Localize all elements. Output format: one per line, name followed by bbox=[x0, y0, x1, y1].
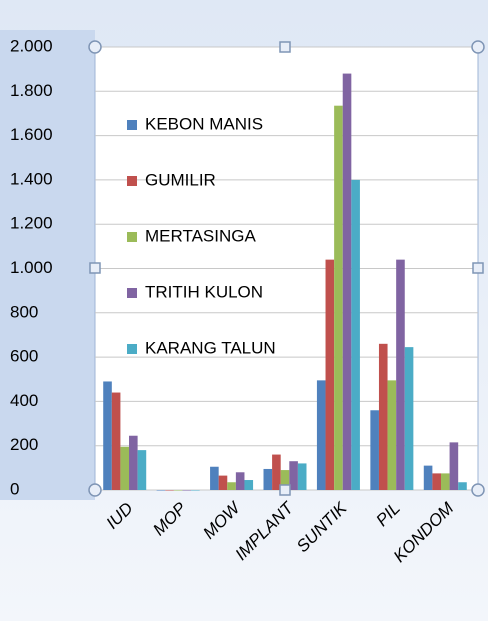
legend-swatch bbox=[127, 176, 137, 186]
axis-panel bbox=[0, 30, 95, 500]
bar bbox=[165, 490, 174, 491]
legend-label: TRITIH KULON bbox=[145, 282, 263, 301]
bar bbox=[120, 446, 130, 490]
bar bbox=[316, 380, 326, 490]
legend-label: KARANG TALUN bbox=[145, 338, 276, 357]
handle[interactable] bbox=[279, 41, 291, 53]
handle[interactable] bbox=[471, 483, 485, 497]
bar bbox=[334, 105, 343, 490]
y-tick-label: 2.000 bbox=[10, 36, 53, 55]
y-tick-label: 1.800 bbox=[10, 81, 53, 100]
legend-swatch bbox=[127, 288, 137, 298]
bar bbox=[235, 472, 245, 490]
bar bbox=[182, 490, 192, 491]
bar bbox=[173, 490, 183, 491]
bar bbox=[440, 473, 450, 490]
bar bbox=[263, 468, 273, 490]
bar bbox=[432, 473, 441, 490]
y-tick-label: 200 bbox=[10, 435, 38, 454]
bar bbox=[210, 466, 219, 490]
legend-label: KEBON MANIS bbox=[145, 114, 263, 133]
y-tick-label: 400 bbox=[10, 391, 38, 410]
legend-label: MERTASINGA bbox=[145, 226, 256, 245]
bar bbox=[423, 465, 433, 490]
legend-swatch bbox=[127, 232, 137, 242]
bar bbox=[156, 490, 166, 491]
y-tick-label: 1.600 bbox=[10, 125, 53, 144]
y-tick-label: 800 bbox=[10, 302, 38, 321]
bar bbox=[227, 482, 236, 490]
bar bbox=[342, 73, 352, 490]
handle[interactable] bbox=[88, 40, 102, 54]
handle[interactable] bbox=[279, 484, 291, 496]
legend-swatch bbox=[127, 120, 137, 130]
bar bbox=[404, 347, 414, 490]
y-tick-label: 1.200 bbox=[10, 214, 53, 233]
bar bbox=[396, 259, 405, 490]
bar bbox=[458, 482, 467, 490]
bar bbox=[191, 490, 200, 491]
bar bbox=[137, 450, 147, 490]
handle[interactable] bbox=[89, 262, 101, 274]
y-tick-label: 1.400 bbox=[10, 169, 53, 188]
bar bbox=[111, 392, 121, 490]
y-tick-label: 1.000 bbox=[10, 258, 53, 277]
bar bbox=[129, 435, 138, 490]
bar bbox=[289, 461, 298, 490]
bar bbox=[351, 179, 360, 490]
handle[interactable] bbox=[472, 262, 484, 274]
selection-handles bbox=[88, 40, 485, 497]
bar bbox=[272, 454, 281, 490]
bar bbox=[449, 442, 459, 490]
handle[interactable] bbox=[88, 483, 102, 497]
bar bbox=[325, 259, 335, 490]
handle[interactable] bbox=[471, 40, 485, 54]
bar bbox=[218, 475, 228, 490]
bar bbox=[370, 410, 379, 490]
y-tick-label: 0 bbox=[10, 479, 19, 498]
bar bbox=[297, 463, 307, 490]
y-tick-label: 600 bbox=[10, 347, 38, 366]
legend-swatch bbox=[127, 344, 137, 354]
bar bbox=[103, 381, 112, 490]
bar bbox=[387, 380, 397, 490]
bar bbox=[244, 480, 254, 490]
bar bbox=[378, 343, 388, 490]
bar bbox=[280, 470, 290, 490]
legend-label: GUMILIR bbox=[145, 170, 216, 189]
